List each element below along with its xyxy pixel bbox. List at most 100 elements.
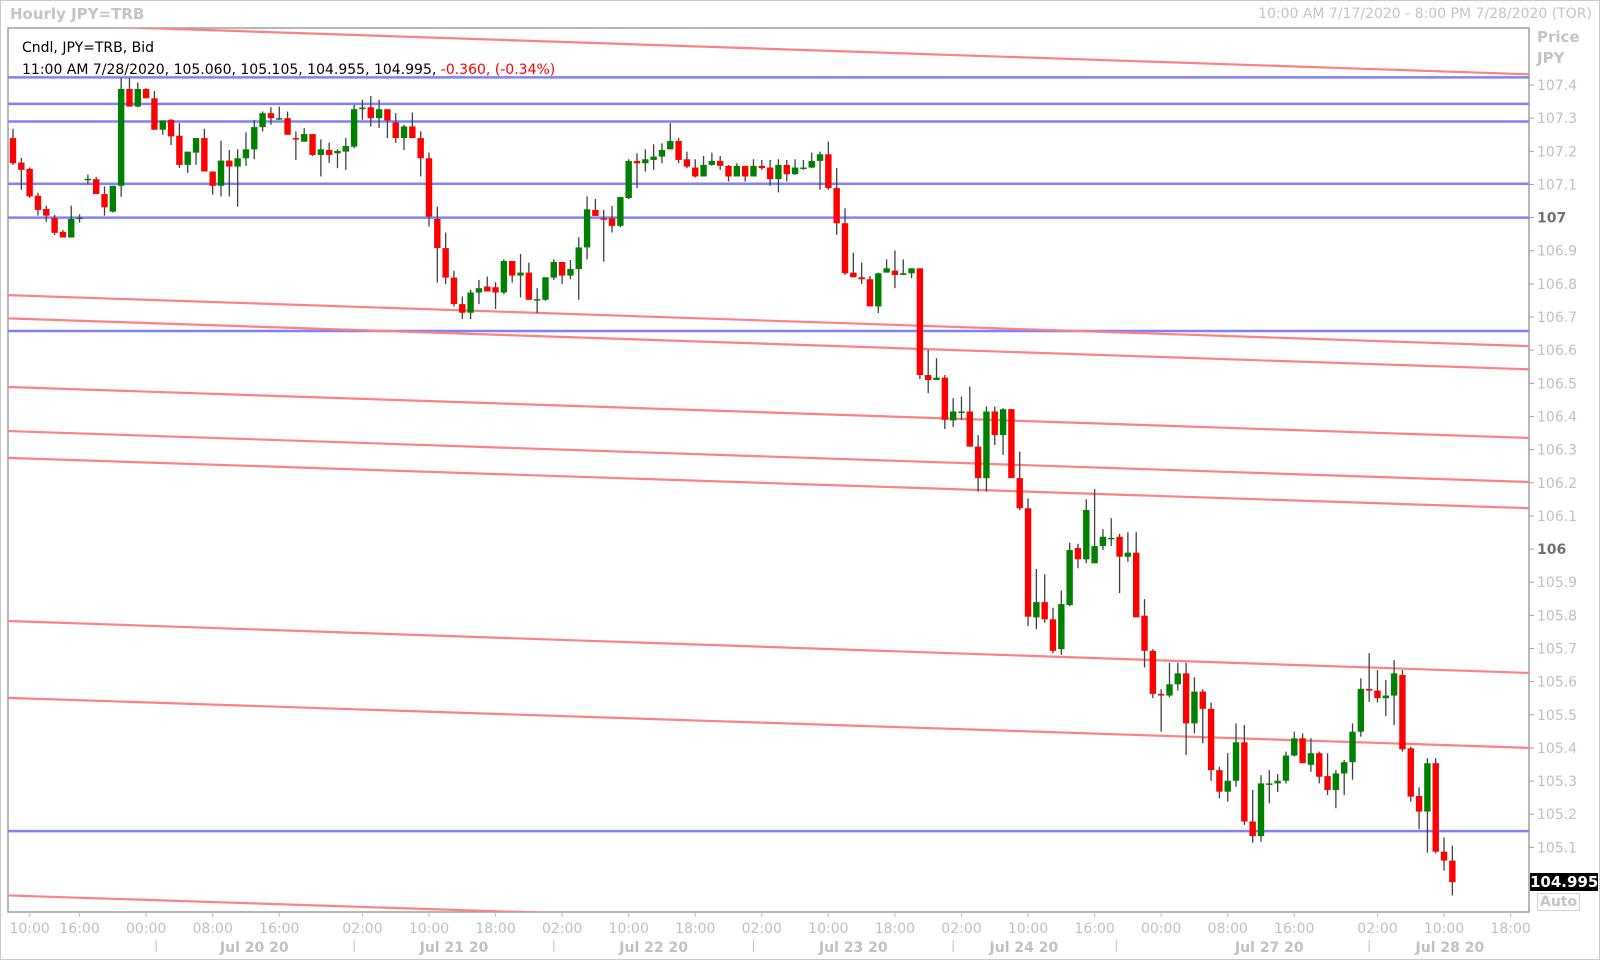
candle[interactable]: [292, 131, 300, 160]
candle[interactable]: [675, 138, 682, 164]
candle[interactable]: [1266, 770, 1273, 804]
candle[interactable]: [359, 99, 366, 120]
candle[interactable]: [192, 138, 200, 165]
candle[interactable]: [1191, 677, 1198, 734]
candle[interactable]: [434, 206, 441, 283]
candle[interactable]: [325, 142, 333, 163]
candle[interactable]: [667, 123, 674, 150]
candle[interactable]: [816, 151, 824, 190]
candle[interactable]: [9, 128, 17, 165]
candle[interactable]: [833, 167, 840, 235]
candle[interactable]: [1182, 662, 1190, 755]
candle[interactable]: [1241, 725, 1248, 825]
candle[interactable]: [76, 214, 83, 223]
candle[interactable]: [966, 386, 973, 447]
candle[interactable]: [375, 99, 383, 129]
trend-line[interactable]: [8, 429, 1531, 484]
candle[interactable]: [650, 144, 657, 170]
candle[interactable]: [1066, 542, 1073, 607]
candle[interactable]: [251, 119, 258, 160]
candle[interactable]: [475, 279, 483, 305]
candle[interactable]: [26, 167, 33, 198]
candle[interactable]: [500, 259, 508, 295]
candle[interactable]: [267, 107, 275, 125]
trend-line[interactable]: [8, 317, 1531, 371]
candle[interactable]: [117, 77, 125, 197]
trend-line[interactable]: [8, 385, 1531, 440]
candle[interactable]: [209, 171, 216, 195]
candle[interactable]: [59, 229, 67, 238]
candle[interactable]: [825, 141, 832, 190]
candle[interactable]: [1449, 845, 1456, 896]
candle[interactable]: [509, 261, 516, 283]
candle[interactable]: [409, 112, 416, 139]
candle[interactable]: [334, 149, 341, 169]
candle[interactable]: [592, 199, 599, 216]
candle[interactable]: [1024, 498, 1032, 626]
candle[interactable]: [184, 151, 191, 173]
candle[interactable]: [733, 163, 741, 177]
candle[interactable]: [558, 261, 566, 285]
candle[interactable]: [999, 408, 1007, 455]
candle[interactable]: [808, 152, 815, 169]
candle[interactable]: [1365, 653, 1373, 702]
candle[interactable]: [1349, 723, 1356, 780]
candle[interactable]: [625, 159, 632, 200]
candle[interactable]: [974, 435, 982, 492]
candle[interactable]: [1091, 489, 1098, 564]
candle[interactable]: [741, 165, 749, 182]
candle[interactable]: [550, 259, 557, 280]
candle[interactable]: [1415, 787, 1423, 830]
candle[interactable]: [1124, 532, 1132, 562]
candle[interactable]: [850, 252, 857, 278]
candle[interactable]: [342, 138, 349, 170]
candle[interactable]: [1291, 731, 1298, 757]
candle[interactable]: [176, 123, 183, 168]
candle[interactable]: [126, 77, 133, 107]
candle[interactable]: [1149, 649, 1157, 699]
candle[interactable]: [1058, 590, 1065, 655]
candle[interactable]: [1083, 499, 1090, 564]
candle[interactable]: [766, 159, 774, 186]
candle[interactable]: [567, 260, 574, 280]
candle[interactable]: [683, 151, 691, 169]
candle[interactable]: [425, 152, 433, 227]
candle[interactable]: [791, 159, 799, 175]
candle[interactable]: [983, 406, 990, 492]
candle[interactable]: [991, 406, 998, 445]
candle[interactable]: [1332, 770, 1340, 809]
candle[interactable]: [1324, 753, 1331, 795]
candle[interactable]: [1316, 751, 1323, 784]
candle[interactable]: [725, 164, 732, 182]
candle[interactable]: [841, 208, 849, 275]
candle[interactable]: [1157, 689, 1165, 732]
trend-line[interactable]: [8, 696, 1531, 749]
candle[interactable]: [392, 113, 399, 144]
candle[interactable]: [142, 88, 150, 99]
candle[interactable]: [1116, 533, 1123, 594]
candle[interactable]: [1033, 568, 1040, 630]
candle[interactable]: [43, 205, 50, 222]
candle[interactable]: [450, 270, 458, 307]
candle[interactable]: [1440, 837, 1448, 871]
candle[interactable]: [1424, 758, 1431, 853]
candle[interactable]: [1074, 543, 1082, 569]
candle[interactable]: [692, 159, 699, 178]
trend-line[interactable]: [8, 294, 1531, 348]
candle[interactable]: [201, 128, 208, 172]
trend-line[interactable]: [8, 23, 1531, 76]
candle[interactable]: [1382, 679, 1389, 717]
candle[interactable]: [484, 276, 491, 292]
candle[interactable]: [958, 396, 965, 420]
candle[interactable]: [1207, 702, 1215, 781]
candle[interactable]: [925, 349, 932, 394]
candle[interactable]: [858, 262, 865, 284]
candle[interactable]: [234, 149, 241, 207]
candle[interactable]: [1390, 660, 1398, 726]
candle[interactable]: [617, 197, 624, 228]
candle[interactable]: [700, 155, 707, 177]
candle[interactable]: [800, 159, 807, 170]
candle[interactable]: [1407, 746, 1414, 802]
candle[interactable]: [492, 282, 499, 310]
candle[interactable]: [1016, 451, 1023, 510]
